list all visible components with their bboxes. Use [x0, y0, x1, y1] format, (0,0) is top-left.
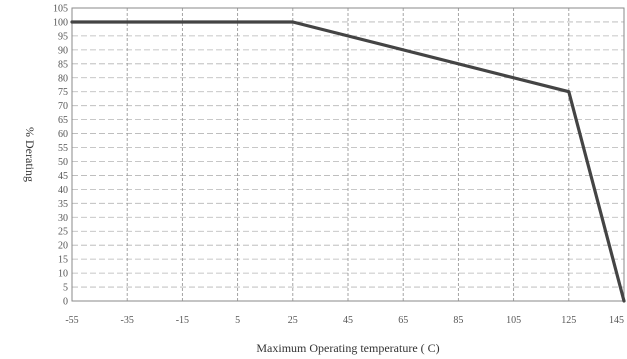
y-tick-label: 5	[63, 283, 68, 294]
series-layer	[70, 20, 626, 303]
y-tick-label: 95	[58, 31, 68, 42]
y-tick-label: 70	[58, 101, 68, 112]
x-tick-label: 5	[235, 315, 240, 326]
x-tick-label: 125	[561, 315, 576, 326]
grid	[71, 7, 625, 302]
x-tick-label: 45	[343, 315, 353, 326]
y-tick-label: 45	[58, 171, 68, 182]
x-tick-label: -55	[65, 315, 78, 326]
plot-frame	[71, 7, 625, 302]
series-point	[567, 90, 571, 94]
y-tick-labels: 0 5 10 15 20 25 30 35 40 45 50 55 60 65 70 75 80 85 90 95 10…	[53, 4, 68, 308]
x-tick-label: 25	[288, 315, 298, 326]
y-tick-label: 10	[58, 269, 68, 280]
series-point	[70, 20, 74, 24]
y-tick-label: 40	[58, 185, 68, 196]
y-tick-label: 35	[58, 199, 68, 210]
y-tick-label: 15	[58, 255, 68, 266]
y-tick-label: 105	[53, 4, 68, 15]
series-point	[291, 20, 295, 24]
x-tick-labels: -55 -35 -15 5 25 45 65 85 105 125 145	[65, 315, 624, 326]
y-tick-label: 90	[58, 45, 68, 56]
y-tick-label: 60	[58, 129, 68, 140]
x-tick-label: 85	[453, 315, 463, 326]
y-axis-label: % Derating	[23, 127, 37, 182]
y-tick-label: 55	[58, 143, 68, 154]
y-tick-label: 25	[58, 227, 68, 238]
y-tick-label: 20	[58, 241, 68, 252]
series-line-0	[70, 20, 626, 303]
x-tick-label: 105	[506, 315, 521, 326]
x-tick-label: 145	[609, 315, 624, 326]
y-tick-label: 75	[58, 87, 68, 98]
x-tick-label: -35	[121, 315, 134, 326]
series-point	[622, 299, 626, 303]
y-tick-label: 65	[58, 115, 68, 126]
x-axis-label: Maximum Operating temperature ( C)	[256, 341, 439, 355]
y-tick-label: 85	[58, 59, 68, 70]
x-tick-label: -15	[176, 315, 189, 326]
y-tick-label: 100	[53, 17, 68, 28]
y-tick-label: 80	[58, 73, 68, 84]
y-tick-label: 30	[58, 213, 68, 224]
y-tick-label: 0	[63, 297, 68, 308]
x-tick-label: 65	[398, 315, 408, 326]
y-tick-label: 50	[58, 157, 68, 168]
